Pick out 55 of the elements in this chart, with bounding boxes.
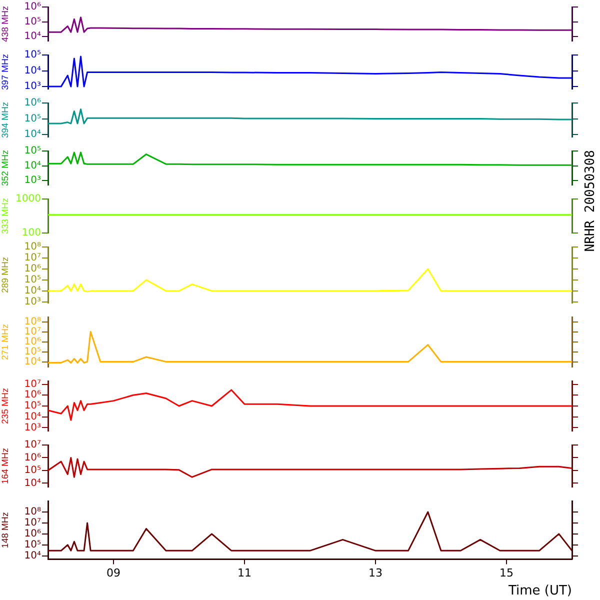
y-tick-label: 10⁵ (24, 346, 41, 358)
y-tick-label: 10³ (24, 175, 41, 186)
y-tick-label: 10⁴ (24, 65, 41, 76)
y-tick-label: 10⁵ (24, 16, 41, 28)
y-tick-label: 10⁴ (24, 160, 41, 172)
y-tick-label: 10³ (24, 81, 41, 92)
y-axis-title: 397 MHz (0, 53, 10, 90)
y-tick-label: 10⁸ (24, 506, 41, 518)
y-tick-label: 10⁴ (24, 411, 41, 422)
y-tick-label: 10⁷ (24, 440, 41, 451)
y-tick-label: 10⁵ (24, 50, 41, 61)
y-tick-label: 10⁷ (24, 518, 41, 529)
y-tick-label: 10⁵ (24, 274, 41, 286)
x-tick-label: 13 (368, 566, 382, 580)
y-tick-label: 10⁵ (24, 400, 41, 412)
y-axis-title: 394 MHz (0, 101, 10, 138)
y-tick-label: 10⁶ (24, 98, 41, 109)
y-tick-label: 10⁵ (24, 113, 41, 124)
y-tick-label: 10⁶ (24, 2, 41, 13)
y-tick-label: 10⁴ (24, 478, 41, 489)
y-axis-title: 148 MHz (0, 512, 10, 548)
y-tick-label: 10⁷ (24, 252, 41, 264)
text: NRHR 20050308 (583, 150, 598, 252)
y-axis-title: 235 MHz (0, 387, 10, 424)
y-tick-label: 10⁸ (24, 242, 41, 253)
y-tick-label: 10⁶ (24, 336, 41, 348)
y-tick-label: 10⁴ (24, 550, 41, 562)
y-tick-label: 10⁴ (24, 286, 41, 297)
y-axis-title: 164 MHz (0, 447, 10, 484)
x-tick-label: 09 (106, 566, 120, 580)
y-tick-label: 10⁸ (24, 316, 41, 328)
y-axis-title: 438 MHz (0, 5, 10, 42)
y-tick-label: 10⁶ (24, 528, 41, 540)
y-tick-label: 10⁶ (24, 452, 41, 464)
y-tick-label: 10³ (24, 296, 41, 308)
y-tick-label: 10⁶ (24, 390, 41, 401)
y-tick-label: 10⁷ (24, 378, 41, 390)
y-tick-label: 10⁶ (24, 264, 41, 275)
y-tick-label: 10³ (24, 422, 41, 434)
y-tick-label: 100 (22, 228, 41, 239)
y-tick-label: 10⁵ (24, 146, 41, 157)
y-tick-label: 1000 (16, 194, 41, 205)
x-axis-title: Time (UT) (507, 584, 572, 599)
y-tick-label: 10⁵ (24, 465, 41, 476)
y-axis-title: 271 MHz (0, 323, 10, 360)
y-axis-title: 352 MHz (0, 149, 10, 186)
y-tick-label: 10⁵ (24, 540, 41, 551)
x-tick-label: 15 (500, 566, 514, 580)
y-axis-title: 289 MHz (0, 256, 10, 294)
x-tick-label: 11 (238, 566, 252, 580)
y-tick-label: 10⁴ (24, 356, 41, 368)
y-axis-title: 333 MHz (0, 197, 10, 234)
y-tick-label: 10⁷ (24, 326, 41, 338)
y-tick-label: 10⁴ (24, 129, 41, 140)
y-tick-label: 10⁴ (24, 31, 41, 42)
